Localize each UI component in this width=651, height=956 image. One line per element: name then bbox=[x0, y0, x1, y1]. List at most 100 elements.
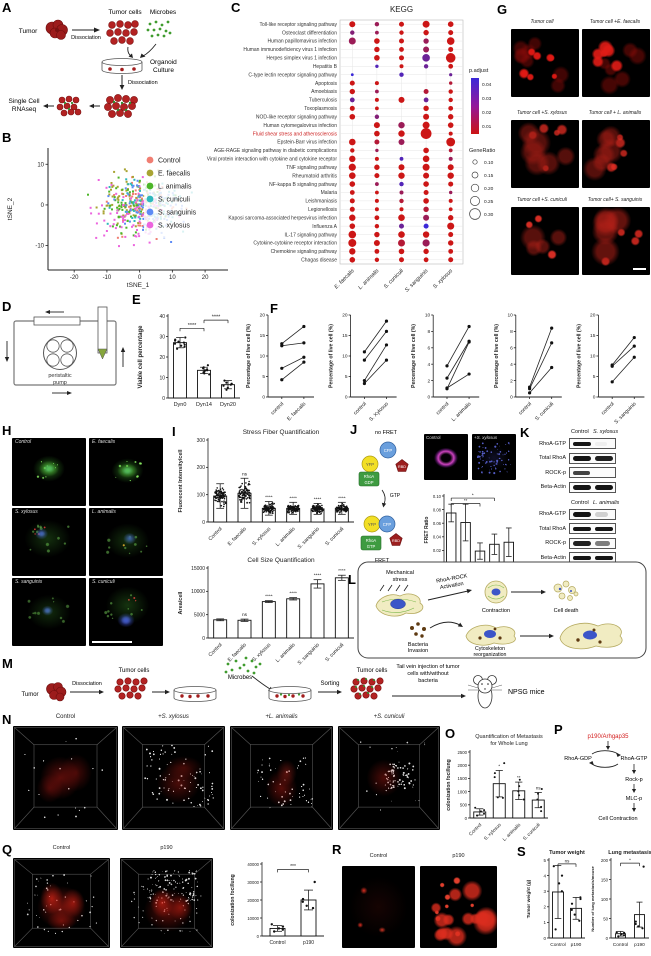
panel-r: R Control p190 bbox=[328, 840, 522, 956]
svg-text:ns: ns bbox=[242, 472, 248, 477]
svg-text:Tumor weight (g): Tumor weight (g) bbox=[526, 879, 532, 918]
svg-text:****: **** bbox=[289, 495, 297, 501]
svg-text:-10: -10 bbox=[35, 244, 44, 250]
svg-text:colonization foci/lung: colonization foci/lung bbox=[230, 874, 236, 925]
svg-text:Human immunodeficiency virus 1: Human immunodeficiency virus 1 infection bbox=[243, 47, 337, 53]
svg-text:Dyn20: Dyn20 bbox=[220, 402, 236, 408]
svg-text:Rheumatoid arthritis: Rheumatoid arthritis bbox=[292, 173, 337, 179]
svg-text:**: ** bbox=[464, 498, 468, 503]
rbd-icon bbox=[395, 459, 409, 472]
svg-text:0: 0 bbox=[162, 396, 165, 402]
fret-image-control: Control bbox=[424, 434, 468, 480]
svg-text:E. faecalis: E. faecalis bbox=[227, 526, 248, 547]
svg-text:10000: 10000 bbox=[247, 916, 259, 921]
svg-text:Tuberculosis: Tuberculosis bbox=[309, 98, 338, 104]
svg-text:Human papillomavirus infection: Human papillomavirus infection bbox=[268, 39, 338, 45]
panel-k-label: K bbox=[520, 425, 530, 440]
lung-label: +L. animalis bbox=[265, 714, 298, 720]
svg-text:FRET Ratio: FRET Ratio bbox=[424, 517, 430, 544]
svg-text:S. sanguinis: S. sanguinis bbox=[297, 526, 322, 551]
svg-text:****: **** bbox=[289, 591, 297, 597]
cytoskeleton-control: Control bbox=[12, 438, 86, 506]
svg-text:KEGG: KEGG bbox=[390, 5, 413, 14]
micrograph-label: Tumor cell +E. faecalis bbox=[589, 19, 641, 25]
svg-text:E. faecalis: E. faecalis bbox=[158, 170, 191, 177]
svg-text:0.30: 0.30 bbox=[484, 212, 494, 218]
svg-text:ns: ns bbox=[536, 785, 542, 790]
p190-pathway-diagram: p190/Arhgap35 RhoA-GDP RhoA-GTP Rock-p M… bbox=[564, 734, 648, 822]
svg-text:Malaria: Malaria bbox=[321, 190, 338, 196]
svg-text:Hepatitis B: Hepatitis B bbox=[313, 64, 338, 70]
cfp-icon bbox=[378, 515, 396, 533]
tumor-cells-icon bbox=[106, 20, 139, 45]
svg-text:Control: Control bbox=[208, 526, 224, 542]
svg-text:Mechanical: Mechanical bbox=[386, 570, 414, 576]
panel-c-label: C bbox=[231, 0, 241, 15]
micrograph-tumor-lanimalis bbox=[582, 120, 650, 188]
svg-text:0.04: 0.04 bbox=[433, 535, 442, 540]
lung-3d-lanimalis bbox=[230, 726, 333, 830]
dissociated-cells-icon bbox=[104, 94, 138, 118]
panel-h-label: H bbox=[2, 423, 12, 438]
svg-text:Quantification of Metastasis: Quantification of Metastasis bbox=[475, 734, 543, 740]
svg-text:0.02: 0.02 bbox=[433, 548, 442, 553]
panel-r-label: R bbox=[332, 842, 342, 857]
panel-l-label: L bbox=[348, 572, 356, 587]
svg-text:cells with/without: cells with/without bbox=[407, 671, 449, 677]
dish-icon bbox=[173, 686, 217, 702]
svg-text:Dyn14: Dyn14 bbox=[196, 402, 212, 408]
svg-text:Organoid: Organoid bbox=[150, 59, 177, 66]
panel-o-label: O bbox=[445, 726, 456, 741]
panel-a: A Tumor Dissociation Tumor cells Microbe… bbox=[0, 0, 232, 130]
svg-text:Viral protein interaction with: Viral protein interaction with cytokine … bbox=[207, 157, 338, 163]
svg-text:5000: 5000 bbox=[194, 612, 205, 618]
svg-text:150: 150 bbox=[601, 877, 609, 882]
svg-text:****: **** bbox=[314, 496, 322, 502]
tumor-blob-icon bbox=[45, 19, 68, 40]
panel-p: P p190/Arhgap35 RhoA-GDP RhoA-GTP Rock-p… bbox=[552, 722, 651, 840]
panel-e-label: E bbox=[132, 292, 141, 307]
chart-cell-size: Cell Size Quantification Area/cell 0 5000 10… bbox=[174, 554, 358, 666]
invivo-workflow-diagram: Tumor Dissociation Tumor cells Microbes bbox=[21, 656, 545, 709]
svg-text:Influenza A: Influenza A bbox=[312, 224, 337, 230]
svg-text:TNF signaling pathway: TNF signaling pathway bbox=[286, 165, 337, 171]
svg-text:colonization foci/lung: colonization foci/lung bbox=[446, 759, 452, 810]
svg-text:4: 4 bbox=[543, 873, 546, 878]
svg-text:p190: p190 bbox=[571, 942, 582, 948]
svg-text:S. xylosus: S. xylosus bbox=[432, 268, 454, 290]
svg-text:Percentage of live cell (%): Percentage of live cell (%) bbox=[576, 324, 582, 388]
svg-text:E. faecalis: E. faecalis bbox=[334, 268, 356, 290]
svg-text:peristaltic: peristaltic bbox=[48, 373, 71, 379]
svg-text:100: 100 bbox=[197, 492, 206, 498]
panel-d: D peristaltic pump bbox=[0, 293, 130, 405]
svg-text:stress: stress bbox=[393, 577, 408, 583]
svg-text:S. sanguinis: S. sanguinis bbox=[158, 209, 197, 216]
svg-text:0: 0 bbox=[138, 275, 142, 281]
svg-text:*: * bbox=[629, 858, 631, 863]
svg-text:20: 20 bbox=[260, 313, 266, 319]
panel-n-label: N bbox=[2, 712, 12, 727]
svg-text:Amoebiasis: Amoebiasis bbox=[311, 89, 337, 95]
lung-3d-control bbox=[13, 726, 118, 830]
organoid-dish-icon bbox=[101, 58, 143, 74]
svg-text:20000: 20000 bbox=[247, 898, 259, 903]
svg-text:4: 4 bbox=[510, 362, 513, 368]
svg-text:Tumor cells: Tumor cells bbox=[108, 9, 142, 16]
svg-text:0.15: 0.15 bbox=[484, 173, 494, 179]
svg-text:10: 10 bbox=[260, 354, 266, 360]
svg-text:0: 0 bbox=[428, 395, 431, 401]
svg-text:S. sanguinis: S. sanguinis bbox=[404, 268, 430, 294]
svg-text:8: 8 bbox=[428, 329, 431, 335]
stress-arrows-icon bbox=[379, 584, 409, 592]
micrograph-tumor-efaecalis bbox=[582, 29, 650, 97]
svg-text:0.25: 0.25 bbox=[484, 199, 494, 205]
chart-lung-metastasis: Lung metastasis Number of lung metastasis… bbox=[589, 844, 651, 956]
svg-text:5: 5 bbox=[543, 858, 546, 863]
svg-text:100: 100 bbox=[601, 897, 609, 902]
svg-text:0.10: 0.10 bbox=[433, 494, 442, 499]
rbd-icon bbox=[389, 533, 403, 546]
svg-text:NOD-like receptor signaling pa: NOD-like receptor signaling pathway bbox=[256, 114, 338, 120]
svg-text:Microbes: Microbes bbox=[228, 675, 252, 681]
svg-text:Dissociation: Dissociation bbox=[72, 681, 102, 687]
